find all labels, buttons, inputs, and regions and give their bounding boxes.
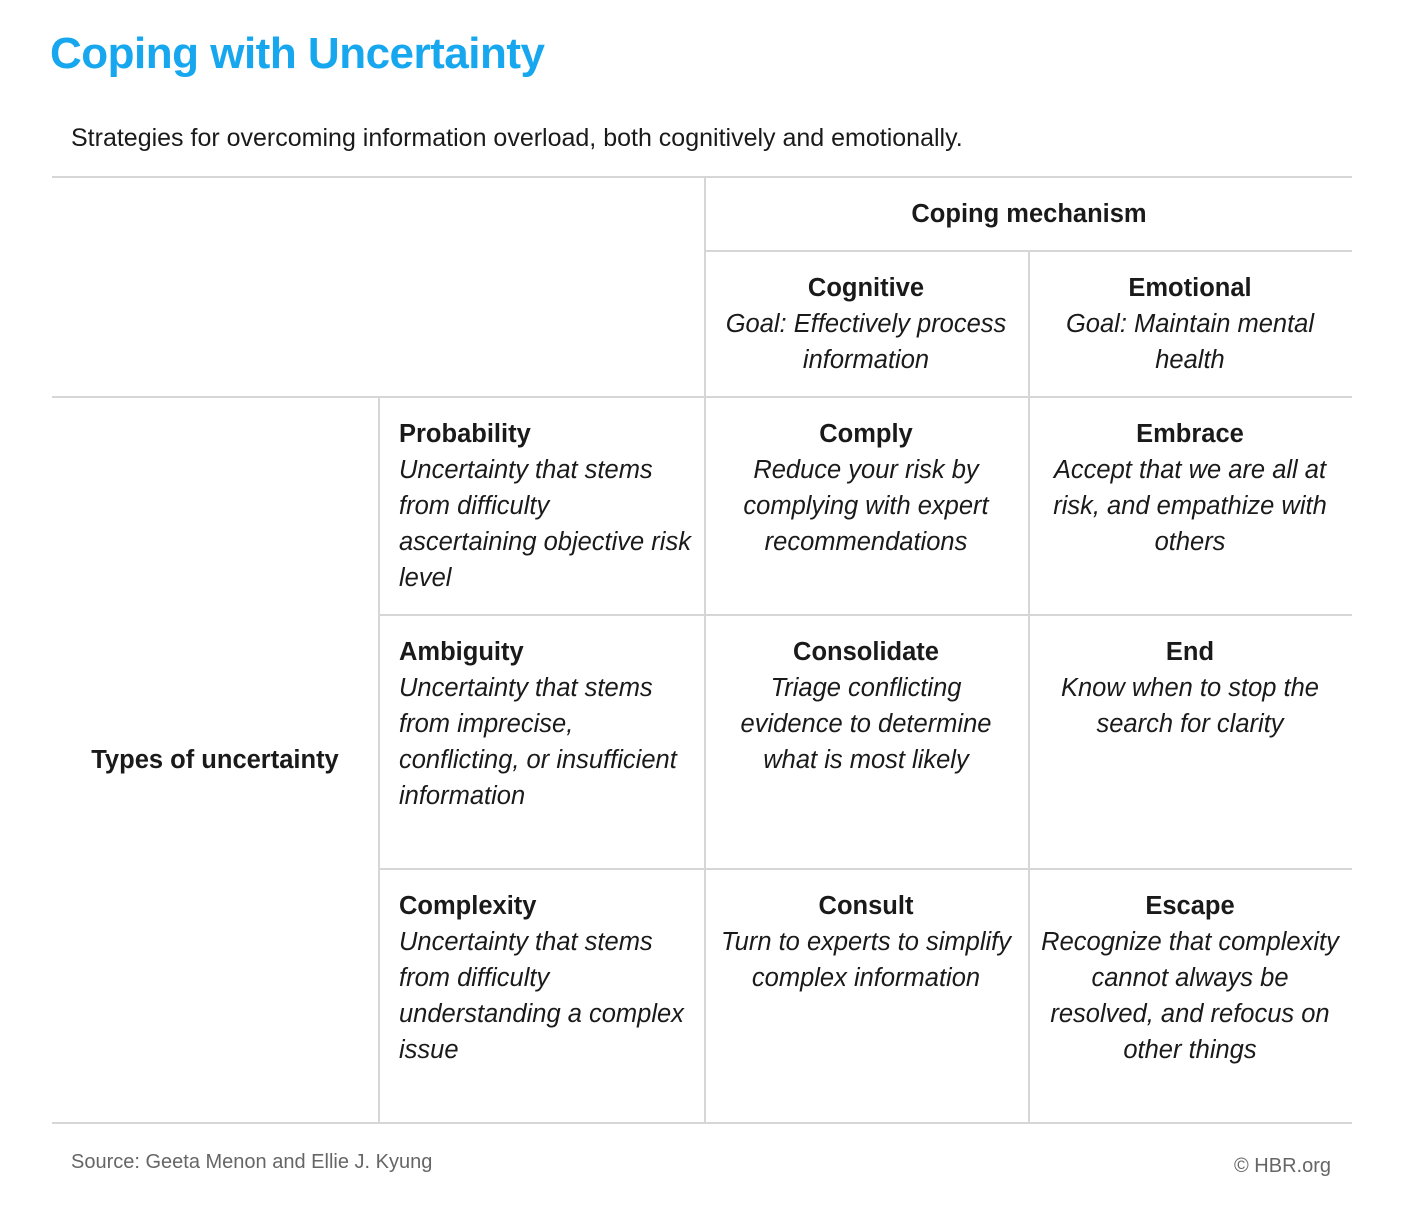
row-divider-1 bbox=[378, 614, 1352, 616]
strategy-name: Escape bbox=[1145, 892, 1235, 920]
strategy-name: Consolidate bbox=[793, 638, 939, 666]
emotional-column-divider bbox=[1028, 251, 1030, 1122]
cell-probability-emotional: Embrace Accept that we are all at risk, … bbox=[1040, 416, 1340, 560]
table-bottom-rule bbox=[52, 1122, 1352, 1124]
column-header-cognitive: Cognitive Goal: Effectively process info… bbox=[716, 270, 1016, 378]
column-group-header: Coping mechanism bbox=[911, 200, 1147, 228]
strategy-description: Recognize that complexity cannot always … bbox=[1041, 928, 1339, 1064]
page-title: Coping with Uncertainty bbox=[50, 29, 545, 78]
cell-probability-cognitive: Comply Reduce your risk by complying wit… bbox=[716, 416, 1016, 560]
row-description: Uncertainty that stems from imprecise, c… bbox=[399, 674, 677, 810]
source-note: Source: Geeta Menon and Ellie J. Kyung bbox=[71, 1151, 433, 1173]
strategy-name: Embrace bbox=[1136, 420, 1244, 448]
row-name: Ambiguity bbox=[399, 638, 524, 666]
strategy-description: Know when to stop the search for clarity bbox=[1060, 674, 1319, 738]
column-header-emotional: Emotional Goal: Maintain mental health bbox=[1040, 270, 1340, 378]
column-goal: Goal: Effectively process information bbox=[725, 310, 1007, 374]
cell-complexity-cognitive: Consult Turn to experts to simplify comp… bbox=[716, 888, 1016, 996]
header-bottom-rule bbox=[52, 396, 1352, 398]
copyright-credit: © HBR.org bbox=[1234, 1155, 1331, 1177]
row-header-probability: Probability Uncertainty that stems from … bbox=[399, 416, 691, 596]
row-description: Uncertainty that stems from difficulty u… bbox=[399, 928, 684, 1064]
row-group-divider bbox=[378, 397, 380, 1122]
cell-ambiguity-emotional: End Know when to stop the search for cla… bbox=[1040, 634, 1340, 742]
strategy-description: Accept that we are all at risk, and empa… bbox=[1053, 456, 1327, 556]
strategy-description: Triage conflicting evidence to determine… bbox=[740, 674, 992, 774]
cognitive-column-divider bbox=[704, 177, 706, 1122]
strategy-name: Consult bbox=[818, 892, 914, 920]
row-description: Uncertainty that stems from difficulty a… bbox=[399, 456, 691, 592]
row-header-complexity: Complexity Uncertainty that stems from d… bbox=[399, 888, 691, 1068]
row-header-ambiguity: Ambiguity Uncertainty that stems from im… bbox=[399, 634, 691, 814]
strategy-description: Turn to experts to simplify complex info… bbox=[720, 928, 1012, 992]
table-top-rule bbox=[52, 176, 1352, 178]
cell-ambiguity-cognitive: Consolidate Triage conflicting evidence … bbox=[716, 634, 1016, 778]
column-name: Emotional bbox=[1128, 274, 1252, 302]
column-goal: Goal: Maintain mental health bbox=[1065, 310, 1315, 374]
row-group-header: Types of uncertainty bbox=[91, 746, 339, 774]
page-subtitle: Strategies for overcoming information ov… bbox=[71, 124, 963, 152]
row-divider-2 bbox=[378, 868, 1352, 870]
column-name: Cognitive bbox=[807, 274, 925, 302]
strategy-description: Reduce your risk by complying with exper… bbox=[743, 456, 989, 556]
strategy-name: End bbox=[1165, 638, 1215, 666]
row-name: Complexity bbox=[399, 892, 537, 920]
cell-complexity-emotional: Escape Recognize that complexity cannot … bbox=[1040, 888, 1340, 1068]
row-name: Probability bbox=[399, 420, 531, 448]
strategy-name: Comply bbox=[819, 420, 913, 448]
